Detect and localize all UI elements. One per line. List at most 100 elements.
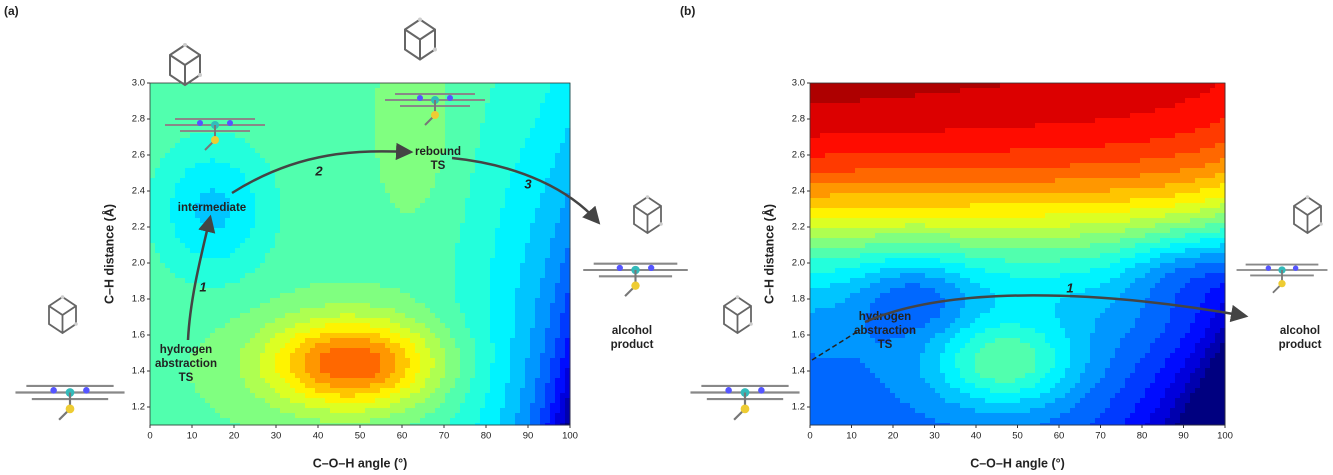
surface-cell	[295, 138, 301, 144]
surface-cell	[300, 178, 306, 184]
surface-cell	[150, 403, 156, 409]
surface-cell	[290, 278, 296, 284]
surface-cell	[325, 213, 331, 219]
surface-cell	[215, 178, 221, 184]
surface-cell	[295, 178, 301, 184]
surface-cell	[410, 278, 416, 284]
surface-cell	[380, 408, 386, 414]
surface-cell	[240, 228, 246, 234]
surface-cell	[300, 368, 306, 374]
surface-cell	[405, 283, 411, 289]
surface-cell	[200, 313, 206, 319]
surface-cell	[280, 228, 286, 234]
surface-cell	[230, 388, 236, 394]
surface-cell	[395, 158, 401, 164]
surface-cell	[385, 328, 391, 334]
surface-cell	[415, 108, 421, 114]
surface-cell	[365, 243, 371, 249]
surface-cell	[410, 88, 416, 94]
surface-cell	[295, 168, 301, 174]
surface-cell	[200, 173, 206, 179]
surface-cell	[190, 108, 196, 114]
surface-cell	[230, 338, 236, 344]
surface-cell	[160, 303, 166, 309]
surface-cell	[165, 408, 171, 414]
surface-cell	[250, 383, 256, 389]
surface-cell	[270, 408, 276, 414]
surface-cell	[155, 238, 161, 244]
surface-cell	[350, 333, 356, 339]
surface-cell	[450, 418, 456, 424]
surface-cell	[175, 103, 181, 109]
surface-cell	[470, 383, 476, 389]
surface-cell	[205, 393, 211, 399]
surface-cell	[360, 223, 366, 229]
surface-cell	[500, 198, 506, 204]
surface-cell	[255, 348, 261, 354]
surface-cell	[310, 183, 316, 189]
surface-cell	[365, 198, 371, 204]
surface-cell	[475, 113, 481, 119]
surface-cell	[505, 158, 511, 164]
surface-cell	[360, 343, 366, 349]
surface-cell	[280, 323, 286, 329]
surface-cell	[160, 188, 166, 194]
surface-cell	[240, 113, 246, 119]
surface-cell	[270, 108, 276, 114]
surface-cell	[505, 128, 511, 134]
surface-cell	[260, 318, 266, 324]
surface-cell	[305, 298, 311, 304]
surface-cell	[160, 143, 166, 149]
surface-cell	[405, 113, 411, 119]
surface-cell	[375, 418, 381, 424]
surface-cell	[245, 313, 251, 319]
surface-cell	[375, 258, 381, 264]
surface-cell	[430, 408, 436, 414]
surface-cell	[475, 198, 481, 204]
surface-cell	[360, 373, 366, 379]
surface-cell	[480, 323, 486, 329]
surface-cell	[425, 328, 431, 334]
surface-cell	[260, 138, 266, 144]
surface-cell	[420, 403, 426, 409]
surface-cell	[450, 173, 456, 179]
surface-cell	[230, 108, 236, 114]
surface-cell	[395, 318, 401, 324]
surface-cell	[360, 263, 366, 269]
surface-cell	[385, 83, 391, 89]
surface-cell	[390, 398, 396, 404]
surface-cell	[250, 188, 256, 194]
surface-cell	[490, 228, 496, 234]
surface-cell	[270, 113, 276, 119]
surface-cell	[350, 353, 356, 359]
surface-cell	[255, 128, 261, 134]
surface-cell	[360, 133, 366, 139]
surface-cell	[210, 263, 216, 269]
surface-cell	[450, 353, 456, 359]
surface-cell	[420, 223, 426, 229]
surface-cell	[325, 253, 331, 259]
surface-cell	[275, 363, 281, 369]
surface-cell	[245, 238, 251, 244]
surface-cell	[385, 283, 391, 289]
surface-cell	[265, 288, 271, 294]
surface-cell	[485, 408, 491, 414]
surface-cell	[365, 378, 371, 384]
surface-cell	[380, 288, 386, 294]
surface-cell	[400, 333, 406, 339]
surface-cell	[305, 258, 311, 264]
surface-cell	[240, 288, 246, 294]
surface-cell	[295, 213, 301, 219]
surface-cell	[230, 398, 236, 404]
surface-cell	[425, 193, 431, 199]
surface-cell	[200, 373, 206, 379]
surface-cell	[220, 218, 226, 224]
surface-cell	[205, 253, 211, 259]
surface-cell	[430, 223, 436, 229]
surface-cell	[370, 88, 376, 94]
surface-cell	[165, 323, 171, 329]
surface-cell	[375, 118, 381, 124]
surface-cell	[415, 163, 421, 169]
surface-cell	[240, 98, 246, 104]
surface-cell	[315, 188, 321, 194]
